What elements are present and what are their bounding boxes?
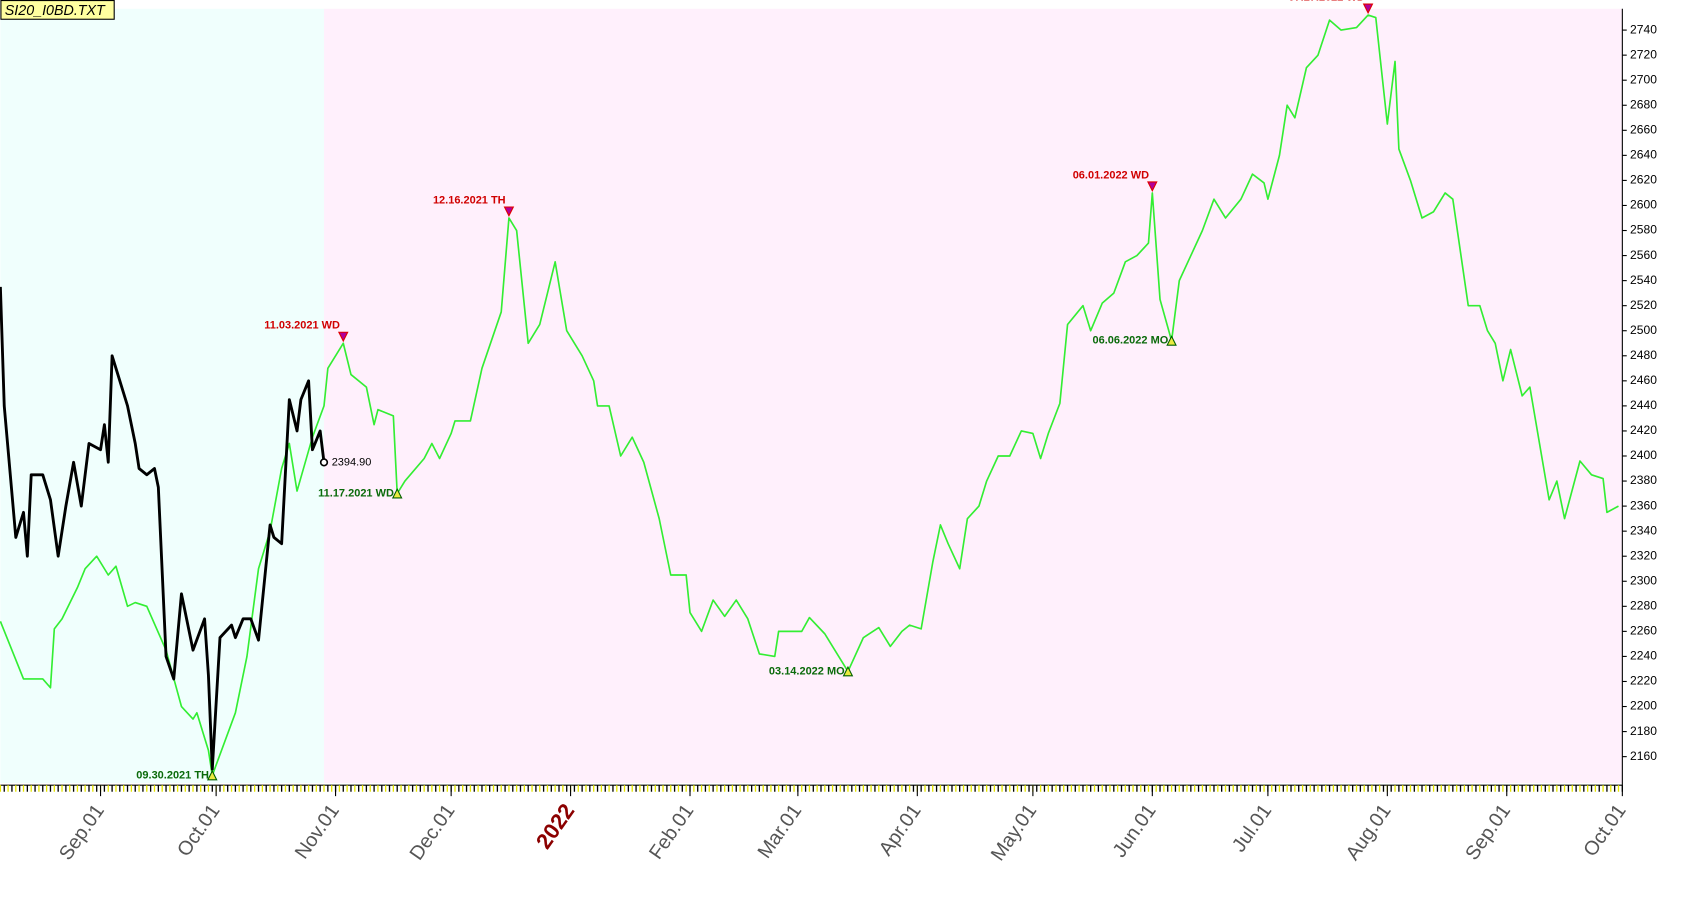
y-tick-label: 2340: [1630, 523, 1657, 537]
y-tick-label: 2380: [1630, 473, 1657, 487]
title-box: [0, 0, 115, 20]
y-tick-label: 2320: [1630, 548, 1657, 562]
peak-label: 07.27.2022 WD: [1288, 0, 1364, 3]
y-tick-label: 2580: [1630, 223, 1657, 237]
y-tick-label: 2540: [1630, 273, 1657, 287]
y-tick-label: 2300: [1630, 573, 1657, 587]
peak-label: 06.01.2022 WD: [1073, 169, 1149, 181]
last-value-label: 2394.90: [332, 456, 372, 468]
peak-marker: [1362, 3, 1374, 15]
trough-label: 03.14.2022 MO: [769, 665, 845, 677]
trough-label: 09.30.2021 TH: [136, 769, 209, 781]
x-tick-label: Jun.01: [1109, 800, 1161, 861]
y-tick-label: 2560: [1630, 248, 1657, 262]
x-tick-label: Oct.01: [173, 800, 224, 860]
y-tick-label: 2620: [1630, 173, 1657, 187]
y-tick-label: 2220: [1630, 674, 1657, 688]
last-value-marker: [319, 458, 329, 467]
x-tick-label: Jul.01: [1228, 800, 1276, 856]
peak-label: 11.03.2021 WD: [264, 320, 340, 332]
series-line: [0, 14, 1619, 777]
y-tick-label: 2640: [1630, 148, 1657, 162]
trough-marker: [206, 769, 218, 781]
y-tick-label: 2520: [1630, 298, 1657, 312]
y-tick-label: 2200: [1630, 699, 1657, 713]
history-background: [0, 8, 325, 783]
y-tick-label: 2180: [1630, 724, 1657, 738]
x-tick-label: Aug.01: [1342, 800, 1396, 864]
y-tick-label: 2420: [1630, 423, 1657, 437]
x-tick-label: 2022: [531, 799, 580, 853]
x-tick-label: May.01: [987, 800, 1041, 865]
y-tick-label: 2440: [1630, 398, 1657, 412]
x-tick-label: Nov.01: [291, 800, 344, 863]
x-tick-label: Oct.01: [1579, 800, 1630, 860]
x-tick-label: Apr.01: [875, 800, 926, 859]
y-tick-label: 2160: [1630, 749, 1657, 763]
y-tick-label: 2360: [1630, 498, 1657, 512]
y-tick-label: 2600: [1630, 198, 1657, 212]
trough-marker: [1166, 335, 1177, 346]
x-tick-label: Mar.01: [754, 800, 807, 862]
y-tick-label: 2500: [1630, 323, 1657, 337]
trough-marker: [391, 487, 403, 499]
y-tick-label: 2280: [1630, 599, 1657, 613]
trough-label: 11.17.2021 WD: [318, 487, 394, 499]
y-tick-label: 2480: [1630, 348, 1657, 362]
peak-marker: [503, 206, 515, 218]
x-tick-label: Sep.01: [55, 800, 109, 864]
x-tick-label: Sep.01: [1461, 800, 1515, 864]
y-tick-label: 2260: [1630, 624, 1657, 638]
y-tick-label: 2680: [1630, 97, 1657, 111]
y-tick-label: 2240: [1630, 649, 1657, 663]
x-tick-label: Feb.01: [645, 800, 698, 863]
series-line: [0, 286, 326, 771]
trough-marker: [842, 665, 854, 677]
y-tick-label: 2460: [1630, 373, 1657, 387]
y-tick-label: 2740: [1630, 22, 1657, 36]
y-tick-label: 2700: [1630, 72, 1657, 86]
forecast-background: [324, 8, 1623, 783]
y-tick-label: 2660: [1630, 122, 1657, 136]
chart-title: SI20_I0BD.TXT: [5, 3, 106, 19]
x-tick-label: Dec.01: [406, 800, 460, 864]
y-tick-label: 2720: [1630, 47, 1657, 61]
trough-label: 06.06.2022 MO: [1093, 335, 1169, 347]
peak-marker: [337, 331, 349, 343]
peak-marker: [1147, 181, 1158, 192]
y-tick-label: 2400: [1630, 448, 1657, 462]
peak-label: 12.16.2021 TH: [433, 194, 506, 206]
